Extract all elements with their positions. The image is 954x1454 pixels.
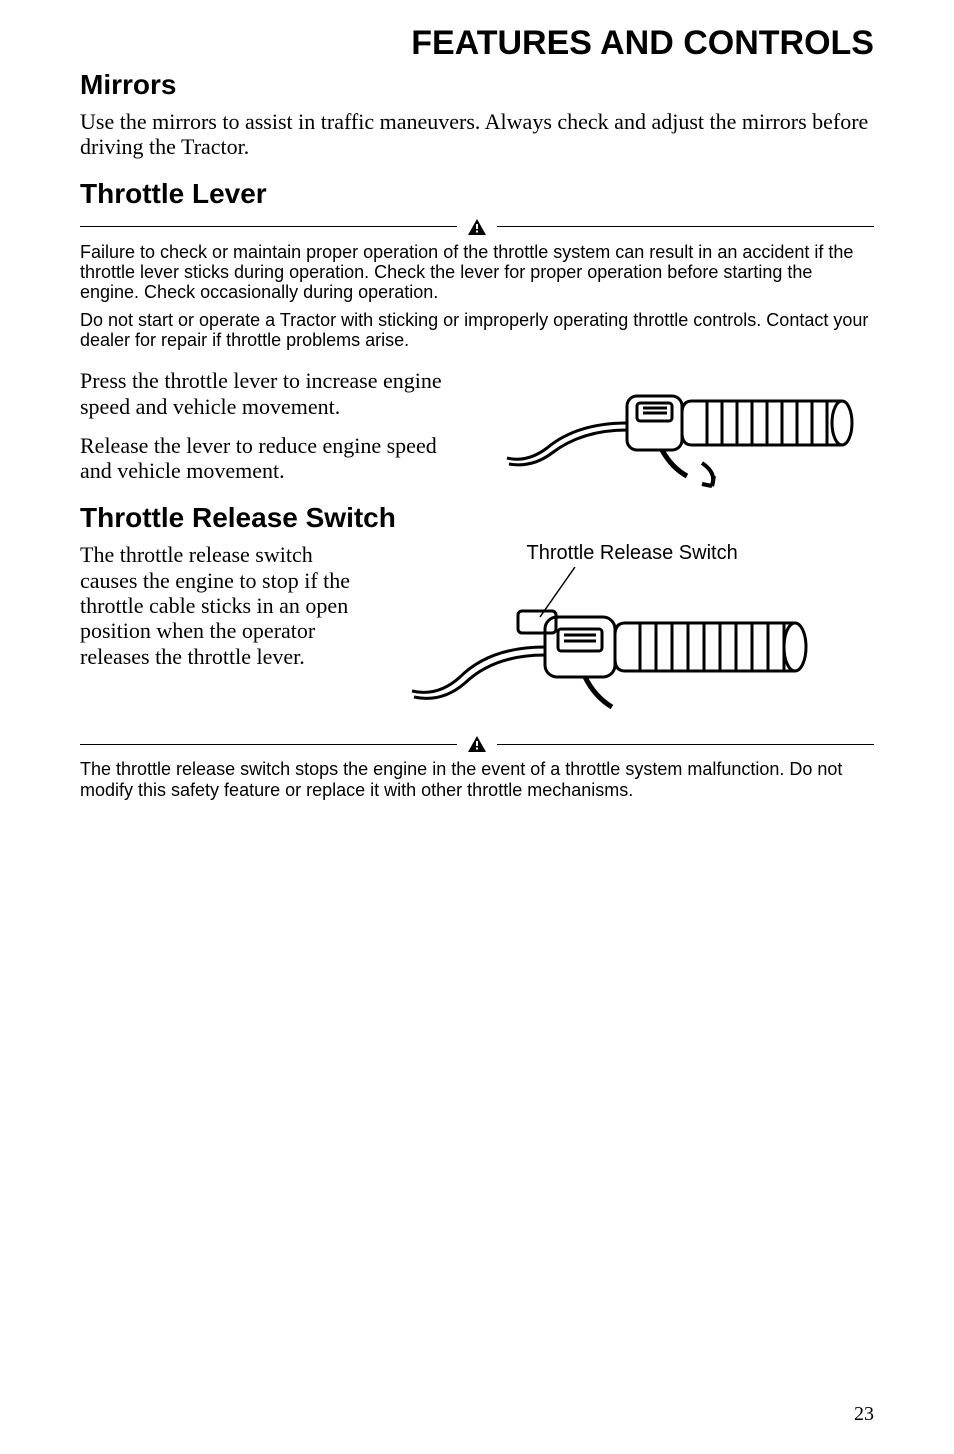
- warning-divider: [80, 218, 874, 236]
- warning-triangle-icon: [467, 735, 487, 753]
- throttle-lever-body-1: Press the throttle lever to increase eng…: [80, 368, 467, 419]
- mirrors-heading: Mirrors: [80, 69, 874, 101]
- page-number: 23: [854, 1403, 874, 1426]
- mirrors-body: Use the mirrors to assist in traffic man…: [80, 109, 874, 160]
- throttle-lever-heading: Throttle Lever: [80, 178, 874, 210]
- throttle-release-figure-label: Throttle Release Switch: [390, 542, 874, 565]
- warning-triangle-icon: [467, 218, 487, 236]
- throttle-release-figure: Throttle Release Switch: [390, 542, 874, 727]
- throttle-release-body: The throttle release switch causes the e…: [80, 542, 370, 668]
- warning-divider-2: [80, 735, 874, 753]
- throttle-lever-body-2: Release the lever to reduce engine speed…: [80, 433, 467, 484]
- throttle-lever-warning-1: Failure to check or maintain proper oper…: [80, 242, 874, 302]
- rule-left-2: [80, 744, 457, 745]
- throttle-release-warning: The throttle release switch stops the en…: [80, 759, 874, 799]
- rule-left: [80, 226, 457, 227]
- rule-right-2: [497, 744, 874, 745]
- page-title: FEATURES AND CONTROLS: [80, 24, 874, 63]
- throttle-release-heading: Throttle Release Switch: [80, 502, 874, 534]
- throttle-lever-figure: [487, 368, 874, 498]
- throttle-lever-warning-2: Do not start or operate a Tractor with s…: [80, 310, 874, 350]
- rule-right: [497, 226, 874, 227]
